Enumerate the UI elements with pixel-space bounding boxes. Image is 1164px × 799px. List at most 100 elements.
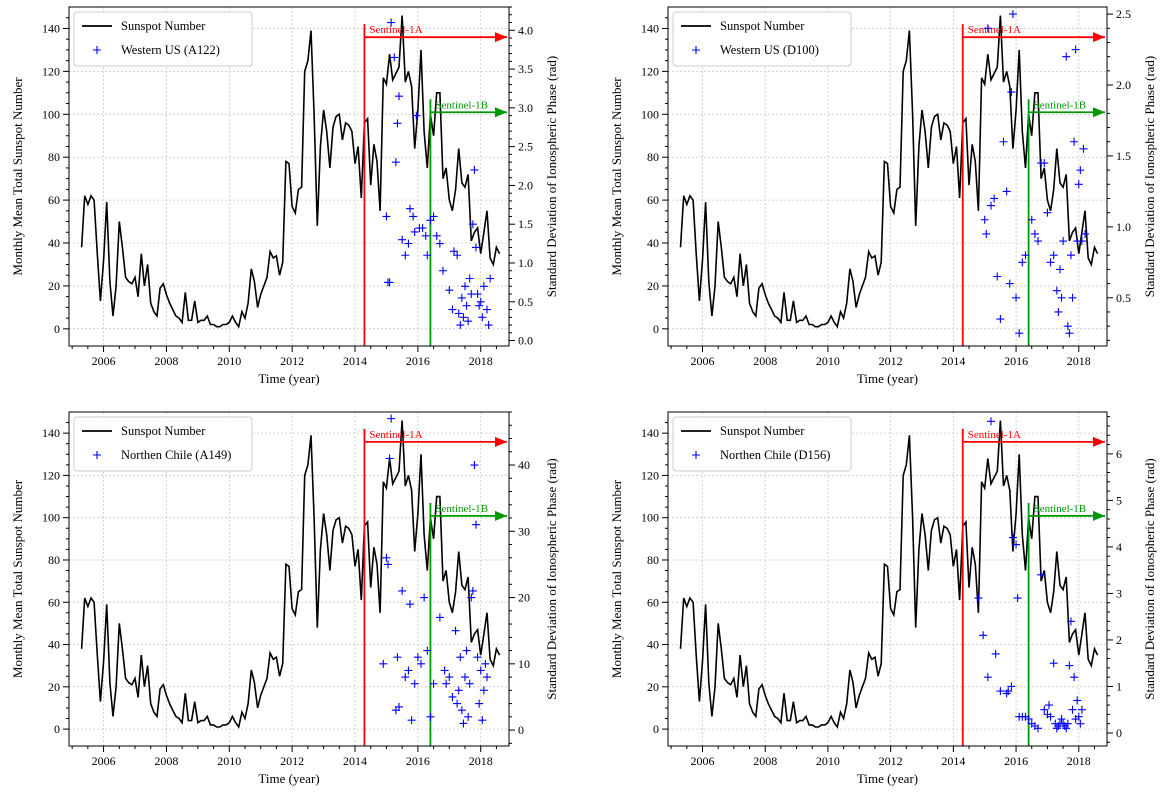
scatter-point <box>986 417 995 426</box>
legend-box <box>672 416 852 472</box>
scatter-point <box>1068 705 1077 714</box>
scatter-point <box>1012 293 1021 302</box>
scatter-point <box>1054 307 1063 316</box>
y-left-tick-label: 140 <box>641 426 659 440</box>
scatter-point <box>472 243 480 252</box>
x-axis-title: Time (year) <box>258 371 319 386</box>
x-tick-label: 2014 <box>941 354 965 368</box>
legend-scatter-swatch <box>692 46 700 54</box>
scatter-point <box>1077 705 1086 714</box>
y-right-axis-title: Standard Deviation of Ionospheric Phase … <box>544 458 559 700</box>
scatter-point <box>384 560 392 569</box>
y-left-tick-label: 40 <box>647 236 659 250</box>
scatter-point <box>440 666 449 675</box>
marker-arrowhead <box>495 510 507 521</box>
scatter-point <box>996 687 1005 696</box>
scatter-point <box>999 137 1008 146</box>
scatter-point <box>457 706 466 715</box>
scatter-point <box>1021 251 1030 260</box>
scatter-point <box>473 290 482 299</box>
scatter-point <box>421 231 430 240</box>
scatter-point <box>426 712 435 721</box>
scatter-point <box>1062 724 1071 733</box>
x-tick-label: 2018 <box>469 354 493 368</box>
marker-label: Sentinel-1B <box>1034 99 1087 111</box>
scatter-point <box>479 686 488 695</box>
scatter-point <box>990 194 999 203</box>
y-left-tick-label: 40 <box>48 236 60 250</box>
x-axis: 2006 2008 2010 2012 2014 2016 2018 Time (year) <box>670 346 1095 386</box>
scatter-point <box>398 235 407 244</box>
scatter-point <box>979 631 988 640</box>
scatter-point <box>993 272 1002 281</box>
y-right-tick-label: 4 <box>1116 540 1122 554</box>
legend: Sunspot Number Western US (A122) <box>73 11 253 67</box>
marker-label: Sentinel-1B <box>435 99 488 111</box>
scatter-point <box>483 673 491 682</box>
y-left-tick-label: 140 <box>42 21 60 35</box>
scatter-point <box>1008 10 1017 19</box>
x-tick-label: 2014 <box>343 354 367 368</box>
y-right-tick-label: 3 <box>1116 586 1122 600</box>
y-left-tick-label: 40 <box>647 638 659 652</box>
scatter-point <box>1018 258 1027 267</box>
scatter-point <box>1046 258 1055 267</box>
scatter-point <box>461 673 469 682</box>
marker-sentinel-1b: Sentinel-1B <box>1027 99 1105 346</box>
scatter-point <box>456 653 465 662</box>
marker-label: Sentinel-1A <box>369 429 422 441</box>
x-tick-label: 2008 <box>753 754 777 768</box>
scatter-point <box>1037 570 1046 579</box>
scatter-point <box>462 301 471 310</box>
scatter-point <box>974 594 983 603</box>
scatter-point <box>409 212 418 221</box>
x-tick-label: 2012 <box>280 354 304 368</box>
legend: Sunspot Number Northen Chile (A149) <box>73 416 253 472</box>
scatter-point <box>385 454 394 463</box>
marker-arrowhead <box>495 107 507 118</box>
scatter-point <box>453 699 462 708</box>
y-right-tick-label: 4.0 <box>518 23 533 37</box>
legend-scatter-swatch <box>93 46 101 54</box>
scatter-point <box>404 666 413 675</box>
scatter-point <box>435 239 444 248</box>
x-tick-label: 2006 <box>92 354 116 368</box>
scatter-point <box>1052 286 1061 295</box>
plot-frame <box>667 411 1108 747</box>
y-right-tick-label: 40 <box>518 458 530 472</box>
scatter-point <box>1077 237 1086 246</box>
y-left-tick-label: 0 <box>54 322 60 336</box>
scatter-point <box>407 716 416 725</box>
x-tick-label: 2014 <box>343 754 367 768</box>
legend-line-label: Sunspot Number <box>121 424 206 438</box>
marker-arrowhead <box>495 436 507 447</box>
y-right-tick-label: 20 <box>518 591 530 605</box>
x-tick-label: 2018 <box>1067 754 1091 768</box>
scatter-point <box>1059 237 1068 246</box>
marker-sentinel-1a: Sentinel-1A <box>961 24 1105 346</box>
scatter-point <box>1071 45 1080 54</box>
scatter-point <box>439 266 447 275</box>
scatter-point <box>401 251 410 260</box>
scatter-point <box>1057 715 1066 724</box>
scatter-point <box>404 239 413 248</box>
scatter-point <box>451 626 460 635</box>
y-left-tick-label: 120 <box>42 468 60 482</box>
scatter-point <box>382 212 391 221</box>
x-axis-title: Time (year) <box>857 371 918 386</box>
scatter-point <box>465 274 474 283</box>
y-left-tick-label: 20 <box>647 279 659 293</box>
grid <box>69 7 509 346</box>
scatter-point <box>483 305 491 314</box>
legend-scatter-label: Northen Chile (A149) <box>121 448 231 462</box>
scatter-point <box>470 461 479 470</box>
scatter-point <box>1079 144 1088 153</box>
scatter-point <box>1046 712 1055 721</box>
y-left-tick-label: 60 <box>647 595 659 609</box>
scatter-point <box>462 646 471 655</box>
legend: Sunspot Number Northen Chile (D156) <box>672 416 852 472</box>
scatter-point <box>1043 208 1052 217</box>
y-left-tick-label: 0 <box>54 722 60 736</box>
